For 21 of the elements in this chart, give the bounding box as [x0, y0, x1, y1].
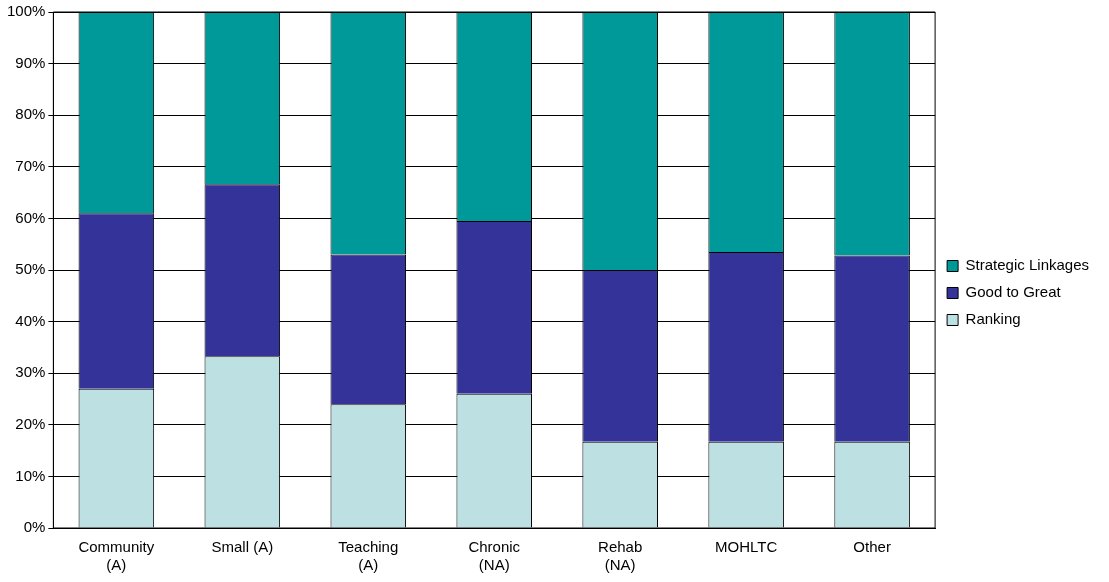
- x-tick-label: Teaching (A): [338, 538, 399, 574]
- x-tick-label: Rehab (NA): [598, 538, 643, 574]
- y-tick-label: 70%: [15, 156, 46, 174]
- y-tick-label: 100%: [6, 2, 46, 20]
- y-tick-label: 10%: [15, 466, 46, 484]
- y-tick-label: 30%: [15, 363, 46, 381]
- y-tick-label: 90%: [15, 53, 46, 71]
- y-tick-label: 0%: [23, 518, 46, 536]
- legend-label: Good to Great: [965, 283, 1062, 301]
- legend-label: Strategic Linkages: [965, 256, 1089, 274]
- y-tick-label: 40%: [15, 311, 46, 329]
- x-tick-label: Other: [853, 538, 891, 556]
- y-tick-label: 60%: [15, 208, 46, 226]
- y-tick-label: 20%: [15, 414, 46, 432]
- x-tick-label: Small (A): [211, 538, 274, 556]
- x-tick-label: Community (A): [78, 538, 155, 574]
- y-tick-label: 80%: [15, 105, 46, 123]
- x-tick-label: MOHLTC: [715, 538, 778, 556]
- legend-label: Ranking: [965, 310, 1021, 328]
- y-tick-label: 50%: [15, 260, 46, 278]
- x-tick-label: Chronic (NA): [468, 538, 521, 574]
